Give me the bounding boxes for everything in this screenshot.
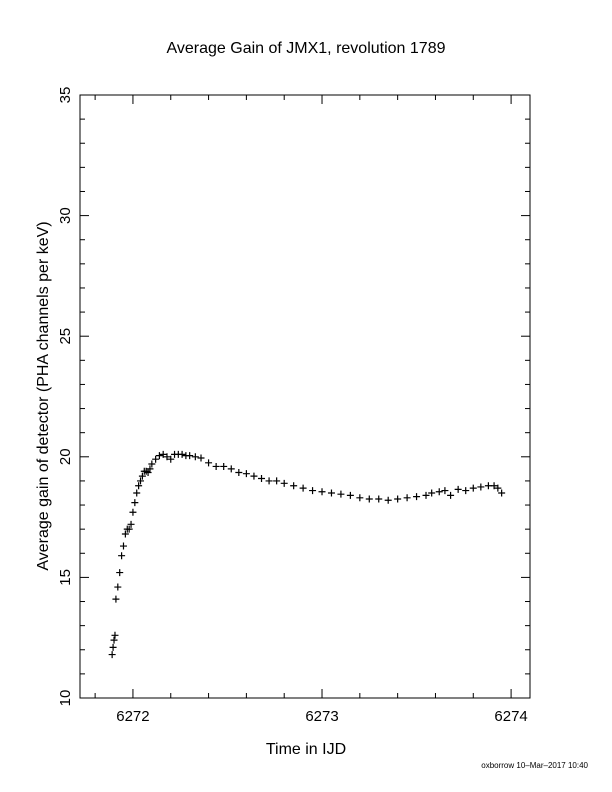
data-point — [121, 530, 129, 538]
data-point — [131, 499, 139, 507]
y-axis-ticks: 10 15 20 25 30 35 — [57, 87, 530, 707]
data-point — [112, 595, 120, 603]
data-point — [375, 495, 383, 503]
x-tick-label: 6272 — [116, 708, 149, 725]
data-point — [318, 488, 326, 496]
data-point — [299, 484, 307, 492]
data-points — [108, 450, 506, 659]
data-point — [435, 488, 443, 496]
y-axis-label: Average gain of detector (PHA channels p… — [35, 221, 52, 570]
data-point — [205, 459, 213, 467]
data-point — [135, 482, 143, 490]
data-point — [462, 487, 470, 495]
data-point — [133, 489, 141, 497]
data-point — [494, 484, 502, 492]
data-point — [498, 489, 506, 497]
plot-frame — [79, 94, 531, 699]
data-point — [108, 651, 116, 659]
data-point — [197, 454, 205, 462]
data-point — [118, 552, 126, 560]
data-point — [138, 472, 146, 480]
data-point — [109, 643, 117, 651]
x-tick-label: 6273 — [305, 708, 338, 725]
data-point — [265, 477, 273, 485]
data-point — [146, 465, 154, 473]
data-point — [220, 462, 228, 470]
data-point — [250, 472, 258, 480]
data-point — [327, 489, 335, 497]
y-tick-label: 30 — [57, 207, 74, 224]
data-point — [144, 468, 152, 476]
data-point — [186, 452, 194, 460]
data-point — [129, 508, 137, 516]
x-tick-label: 6274 — [494, 708, 527, 725]
data-point — [422, 491, 430, 499]
data-point — [346, 491, 354, 499]
data-point — [127, 520, 135, 528]
data-point — [163, 453, 171, 461]
data-point — [447, 491, 455, 499]
data-point — [119, 542, 127, 550]
data-point — [413, 493, 421, 501]
data-point — [273, 477, 281, 485]
y-tick-label: 25 — [57, 328, 74, 345]
y-tick-label: 15 — [57, 569, 74, 586]
data-point — [309, 487, 317, 495]
data-point — [337, 490, 345, 498]
data-point — [137, 477, 145, 485]
data-point — [365, 495, 373, 503]
data-point — [490, 482, 498, 490]
data-point — [290, 482, 298, 490]
data-point — [167, 455, 175, 463]
y-tick-label: 20 — [57, 448, 74, 465]
data-point — [148, 460, 156, 468]
data-point — [212, 462, 220, 470]
data-point — [178, 450, 186, 458]
data-point — [258, 475, 266, 483]
data-point — [394, 495, 402, 503]
data-point — [111, 631, 119, 639]
data-point — [191, 453, 199, 461]
y-tick-label: 10 — [57, 690, 74, 707]
y-tick-label: 35 — [57, 87, 74, 104]
x-axis-label: Time in IJD — [266, 741, 346, 758]
data-point — [356, 494, 364, 502]
chart-title: Average Gain of JMX1, revolution 1789 — [167, 40, 446, 57]
footer-credit: oxborrow 10–Mar–2017 10:40 — [481, 761, 588, 770]
data-point — [155, 452, 163, 460]
data-point — [227, 465, 235, 473]
data-point — [159, 450, 167, 458]
data-point — [469, 484, 477, 492]
data-point — [441, 487, 449, 495]
data-point — [116, 569, 124, 577]
data-point — [403, 494, 411, 502]
data-point — [477, 483, 485, 491]
data-point — [152, 455, 160, 463]
data-point — [125, 525, 133, 533]
data-point — [454, 485, 462, 493]
data-point — [242, 470, 250, 478]
data-point — [114, 583, 122, 591]
data-point — [110, 636, 118, 644]
data-point — [280, 479, 288, 487]
data-point — [235, 468, 243, 476]
x-axis-ticks: 6272 6273 6274 — [94, 95, 528, 725]
data-point — [428, 489, 436, 497]
data-point — [384, 496, 392, 504]
